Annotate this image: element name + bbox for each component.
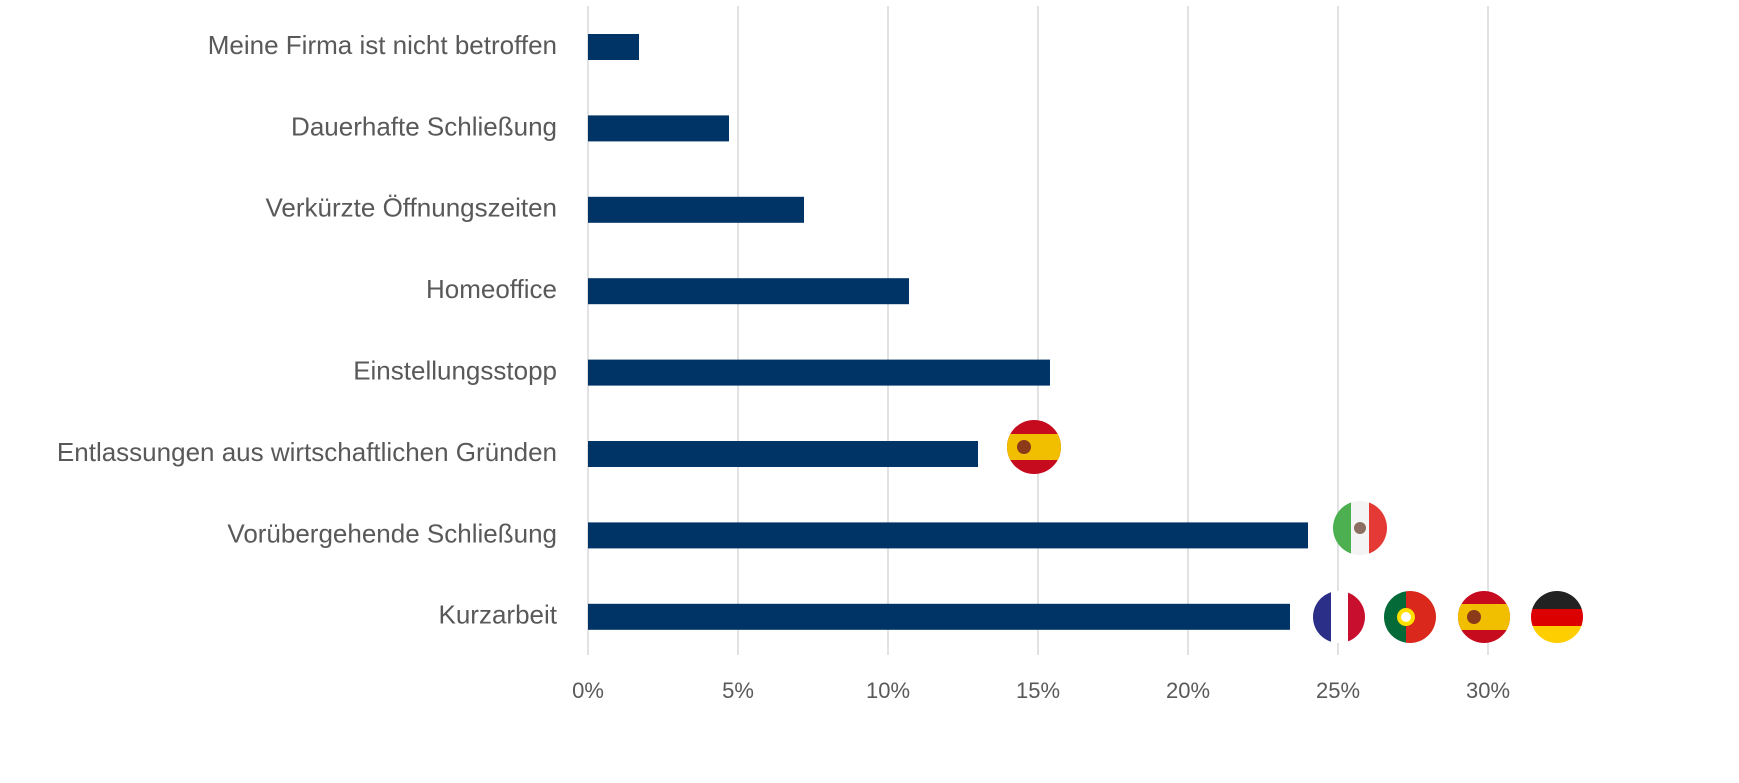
x-tick-label: 0% xyxy=(572,678,604,703)
x-tick-label: 25% xyxy=(1316,678,1360,703)
x-tick-label: 20% xyxy=(1166,678,1210,703)
y-tick-label: Vorübergehende Schließung xyxy=(227,518,557,548)
flag-mexico xyxy=(1333,501,1387,555)
x-tick-label: 15% xyxy=(1016,678,1060,703)
flag-portugal xyxy=(1384,591,1436,643)
x-tick-label: 30% xyxy=(1466,678,1510,703)
bar xyxy=(588,359,1050,386)
bar xyxy=(588,278,909,305)
y-tick-label: Homeoffice xyxy=(426,274,557,304)
bar xyxy=(588,115,729,142)
flag-france xyxy=(1313,591,1365,643)
y-tick-label: Meine Firma ist nicht betroffen xyxy=(208,30,557,60)
y-tick-label: Entlassungen aus wirtschaftlichen Gründe… xyxy=(57,437,557,467)
flag-spain xyxy=(1458,591,1510,643)
x-tick-label: 10% xyxy=(866,678,910,703)
y-tick-label: Verkürzte Öffnungszeiten xyxy=(266,193,557,223)
x-tick-label: 5% xyxy=(722,678,754,703)
flag-spain xyxy=(1007,420,1061,474)
bar xyxy=(588,603,1290,630)
y-tick-label: Einstellungsstopp xyxy=(353,355,557,385)
bar xyxy=(588,441,978,467)
bar xyxy=(588,522,1308,549)
y-tick-label: Dauerhafte Schließung xyxy=(291,111,557,141)
flag-germany xyxy=(1531,591,1583,643)
bar xyxy=(588,34,639,60)
y-tick-label: Kurzarbeit xyxy=(439,600,558,630)
bar xyxy=(588,196,804,223)
plot: 0% 5% 10% 15% 20% 25% 30% Meine Firma ist nicht… xyxy=(57,6,1510,703)
